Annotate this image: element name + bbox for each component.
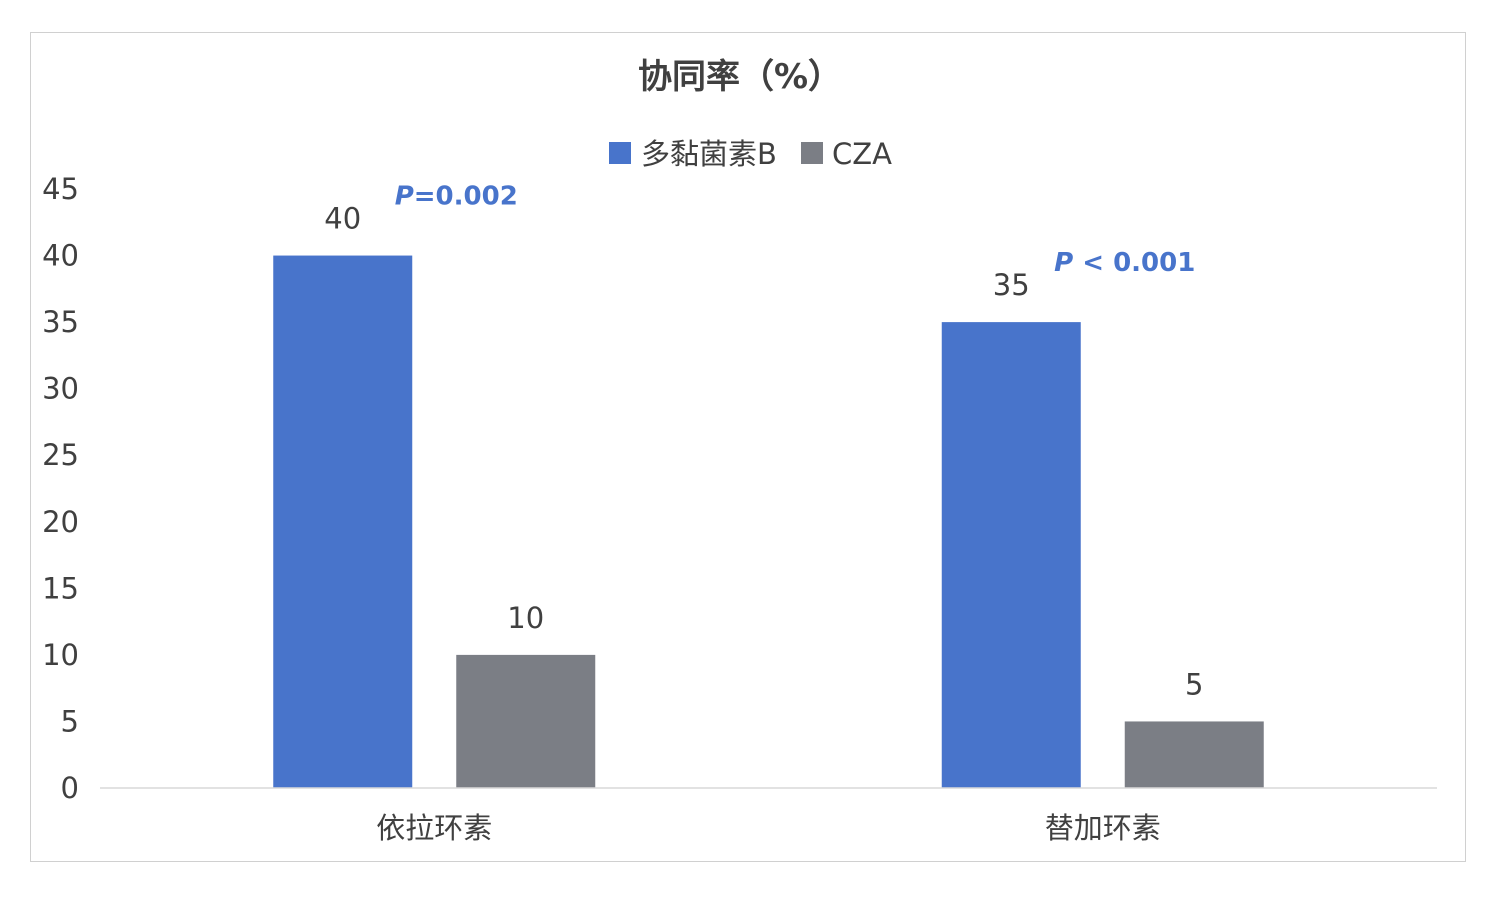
y-tick-label: 25 xyxy=(42,438,79,472)
p-value-letter: P xyxy=(1054,248,1073,278)
y-axis: 0 5 10 15 20 25 30 35 40 45 xyxy=(42,172,79,805)
bar xyxy=(941,322,1081,788)
legend-swatch-polymyxin-b xyxy=(609,142,631,164)
y-tick-label: 35 xyxy=(42,305,79,339)
bars xyxy=(273,255,1264,789)
x-axis: 依拉环素 替加环素 xyxy=(100,787,1437,845)
p-value-letter: P xyxy=(395,182,414,212)
y-tick-label: 10 xyxy=(42,638,79,672)
y-tick-label: 30 xyxy=(42,372,79,406)
y-tick-label: 0 xyxy=(61,771,79,805)
p-value-text: < 0.001 xyxy=(1073,248,1195,278)
legend-swatch-cza xyxy=(801,142,823,164)
y-tick-label: 5 xyxy=(61,704,79,738)
p-value-annotation: P < 0.001 xyxy=(1054,248,1195,278)
p-value-annotation: P=0.002 xyxy=(395,182,518,212)
legend-label-cza: CZA xyxy=(832,137,892,171)
data-label: 35 xyxy=(993,268,1030,302)
bar xyxy=(273,255,413,789)
legend-label-polymyxin-b: 多黏菌素B xyxy=(641,137,777,171)
x-category-label: 依拉环素 xyxy=(376,811,492,845)
data-labels: 40 10 35 5 xyxy=(324,202,1203,702)
chart-title: 协同率（%） xyxy=(638,57,842,97)
y-tick-label: 20 xyxy=(42,505,79,539)
legend: 多黏菌素B CZA xyxy=(609,137,892,171)
data-label: 5 xyxy=(1185,667,1203,701)
p-value-text: =0.002 xyxy=(414,182,518,212)
y-tick-label: 15 xyxy=(42,571,79,605)
y-tick-label: 45 xyxy=(42,172,79,206)
x-category-label: 替加环素 xyxy=(1045,811,1161,845)
y-tick-label: 40 xyxy=(42,239,79,273)
data-label: 40 xyxy=(324,202,361,236)
data-label: 10 xyxy=(507,601,544,635)
bar xyxy=(1124,721,1264,788)
bar xyxy=(456,654,596,788)
